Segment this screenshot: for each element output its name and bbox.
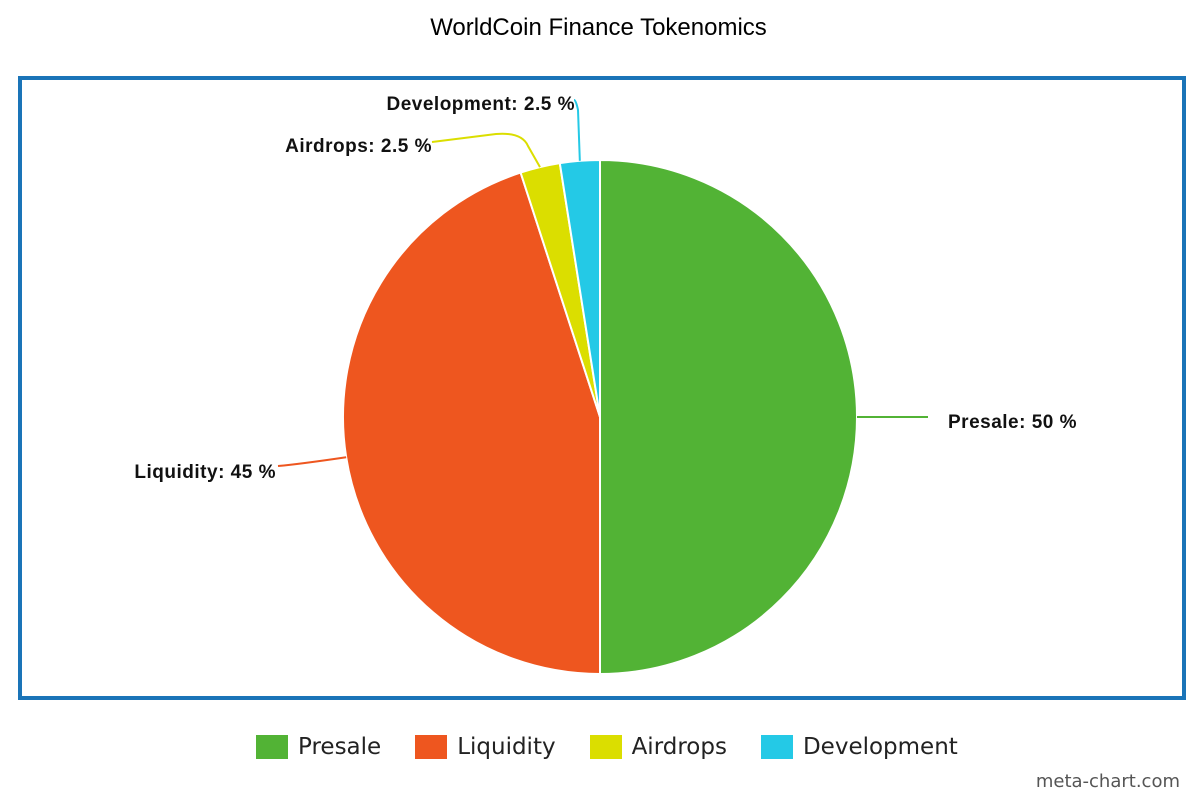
legend-label-presale: Presale — [298, 734, 382, 760]
data-label-presale: Presale: 50 % — [948, 412, 1077, 433]
leader-line-liquidity — [277, 456, 347, 467]
legend-item-presale[interactable]: Presale — [256, 734, 381, 760]
pie-slice-liquidity[interactable] — [342, 171, 601, 676]
legend-swatch-liquidity — [415, 735, 448, 759]
legend-label-liquidity: Liquidity — [457, 734, 556, 760]
legend-item-airdrops[interactable]: Airdrops — [589, 734, 727, 760]
plot-frame — [18, 76, 1186, 700]
data-label-liquidity: Liquidity: 45 % — [134, 462, 276, 483]
legend-item-liquidity[interactable]: Liquidity — [415, 734, 556, 760]
leader-line-development — [573, 99, 581, 161]
legend-swatch-airdrops — [589, 735, 622, 759]
data-label-airdrops: Airdrops: 2.5 % — [285, 136, 432, 157]
legend: Presale Liquidity Airdrops Development — [256, 731, 992, 763]
pie-slice-presale[interactable] — [599, 158, 858, 676]
legend-swatch-presale — [256, 735, 288, 759]
chart-title: WorldCoin Finance Tokenomics — [430, 14, 767, 41]
legend-item-development[interactable]: Development — [760, 734, 958, 760]
legend-label-airdrops: Airdrops — [631, 734, 727, 760]
data-label-development: Development: 2.5 % — [387, 94, 576, 115]
watermark: meta-chart.com — [1035, 771, 1180, 792]
legend-swatch-development — [760, 735, 793, 759]
legend-label-development: Development — [802, 734, 958, 760]
leader-line-airdrops — [431, 132, 541, 168]
